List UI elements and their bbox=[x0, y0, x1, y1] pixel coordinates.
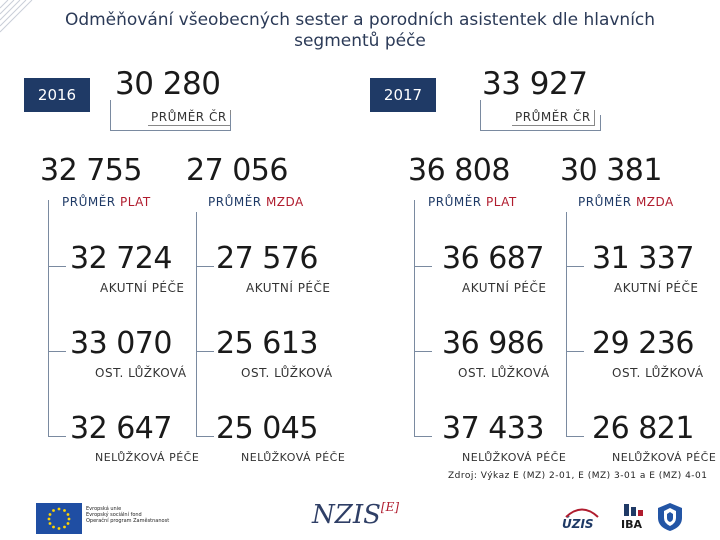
plat-seg-value-2017-nel: 37 433 bbox=[442, 411, 544, 446]
mzda-seg-value-2017-akutni: 31 337 bbox=[592, 241, 694, 276]
plat-value-2016: 32 755 bbox=[40, 153, 142, 188]
year-badge-2016: 2016 bbox=[24, 78, 90, 112]
university-seal-icon bbox=[658, 503, 682, 531]
tree-branch-plat-2016-2 bbox=[48, 351, 66, 352]
uzis-arc-icon bbox=[565, 508, 599, 518]
mzda-seg-label-2017-akutni: AKUTNÍ PÉČE bbox=[614, 281, 699, 295]
eu-flag-icon bbox=[36, 503, 82, 534]
tree-branch-mzda-2017-3 bbox=[566, 436, 584, 437]
mzda-seg-label-2016-ost: OST. LŮŽKOVÁ bbox=[241, 366, 333, 380]
mzda-seg-label-2016-nel: NELŮŽKOVÁ PÉČE bbox=[241, 451, 346, 464]
footer: Evropská unie Evropský sociální fond Ope… bbox=[0, 488, 720, 540]
iba-logo: IBA bbox=[620, 502, 650, 534]
mzda-seg-label-2017-ost: OST. LŮŽKOVÁ bbox=[612, 366, 704, 380]
tree-line-plat-2017 bbox=[414, 200, 415, 436]
total-label-2016: PRŮMĚR ČR bbox=[148, 110, 231, 126]
plat-value-2017: 36 808 bbox=[408, 153, 510, 188]
tree-branch-plat-2017-2 bbox=[414, 351, 432, 352]
total-label-2017: PRŮMĚR ČR bbox=[512, 110, 595, 126]
plat-seg-label-2017-ost: OST. LŮŽKOVÁ bbox=[458, 366, 550, 380]
page-title: Odměňování všeobecných sester a porodníc… bbox=[64, 10, 656, 51]
mzda-seg-value-2016-akutni: 27 576 bbox=[216, 241, 318, 276]
iba-mark-icon bbox=[624, 504, 643, 516]
connector-total-h-2016 bbox=[110, 130, 230, 131]
mzda-value-2017: 30 381 bbox=[560, 153, 662, 188]
connector-total-r-2017 bbox=[600, 115, 601, 131]
mzda-label-prefix-2017: PRŮMĚR bbox=[578, 195, 636, 209]
mzda-value-2016: 27 056 bbox=[186, 153, 288, 188]
plat-seg-label-2016-nel: NELŮŽKOVÁ PÉČE bbox=[95, 451, 200, 464]
plat-label-prefix-2016: PRŮMĚR bbox=[62, 195, 120, 209]
plat-label-word-2017: PLAT bbox=[485, 195, 517, 209]
tree-branch-plat-2017-3 bbox=[414, 436, 432, 437]
plat-seg-label-2017-akutni: AKUTNÍ PÉČE bbox=[462, 281, 547, 295]
tree-branch-mzda-2017-2 bbox=[566, 351, 584, 352]
mzda-label-word-2017: MZDA bbox=[635, 195, 674, 209]
tree-branch-mzda-2017-1 bbox=[566, 266, 584, 267]
year-badge-2017: 2017 bbox=[370, 78, 436, 112]
tree-branch-mzda-2016-3 bbox=[196, 436, 214, 437]
total-2017: 33 927 bbox=[482, 66, 588, 102]
mzda-seg-value-2017-nel: 26 821 bbox=[592, 411, 694, 446]
corner-stripes bbox=[0, 0, 33, 33]
eu-stars-icon bbox=[47, 507, 71, 530]
mzda-seg-value-2016-nel: 25 045 bbox=[216, 411, 318, 446]
plat-seg-value-2017-ost: 36 986 bbox=[442, 326, 544, 361]
tree-line-mzda-2016 bbox=[196, 212, 197, 436]
nzis-logo-text: NZIS bbox=[312, 500, 381, 530]
plat-seg-value-2017-akutni: 36 687 bbox=[442, 241, 544, 276]
eu-text: Evropská unie Evropský sociální fond Ope… bbox=[86, 506, 196, 524]
connector-total-2016 bbox=[110, 100, 111, 130]
source-note: Zdroj: Výkaz E (MZ) 2-01, E (MZ) 3-01 a … bbox=[448, 471, 708, 481]
tree-branch-plat-2016-1 bbox=[48, 266, 66, 267]
mzda-seg-value-2016-ost: 25 613 bbox=[216, 326, 318, 361]
tree-branch-plat-2016-3 bbox=[48, 436, 66, 437]
mzda-label-2017: PRŮMĚR MZDA bbox=[578, 195, 674, 209]
mzda-seg-label-2016-akutni: AKUTNÍ PÉČE bbox=[246, 281, 331, 295]
nzis-logo: NZIS[E] bbox=[312, 500, 399, 530]
eu-text-line-1: Evropská unie bbox=[86, 506, 122, 512]
nzis-logo-sup: [E] bbox=[380, 500, 400, 514]
plat-label-2016: PRŮMĚR PLAT bbox=[62, 195, 151, 209]
total-2016: 30 280 bbox=[115, 66, 221, 102]
mzda-label-2016: PRŮMĚR MZDA bbox=[208, 195, 304, 209]
iba-logo-text: IBA bbox=[621, 518, 642, 531]
plat-seg-label-2016-ost: OST. LŮŽKOVÁ bbox=[95, 366, 187, 380]
uzis-logo-text: ÚZIS bbox=[562, 517, 594, 531]
plat-label-prefix-2017: PRŮMĚR bbox=[428, 195, 486, 209]
eu-text-line-3: Operační program Zaměstnanost bbox=[86, 518, 170, 524]
tree-branch-mzda-2016-2 bbox=[196, 351, 214, 352]
eu-text-line-2: Evropský sociální fond bbox=[86, 512, 142, 518]
connector-total-2017 bbox=[480, 100, 481, 130]
mzda-seg-value-2017-ost: 29 236 bbox=[592, 326, 694, 361]
connector-total-r-2016 bbox=[230, 115, 231, 131]
tree-line-mzda-2017 bbox=[566, 212, 567, 436]
plat-seg-value-2016-nel: 32 647 bbox=[70, 411, 172, 446]
tree-branch-mzda-2016-1 bbox=[196, 266, 214, 267]
mzda-seg-label-2017-nel: NELŮŽKOVÁ PÉČE bbox=[612, 451, 717, 464]
connector-total-h-2017 bbox=[480, 130, 600, 131]
mzda-label-prefix-2016: PRŮMĚR bbox=[208, 195, 266, 209]
plat-seg-value-2016-ost: 33 070 bbox=[70, 326, 172, 361]
tree-line-plat-2016 bbox=[48, 200, 49, 436]
mzda-label-word-2016: MZDA bbox=[265, 195, 304, 209]
plat-label-word-2016: PLAT bbox=[119, 195, 151, 209]
tree-branch-plat-2017-1 bbox=[414, 266, 432, 267]
plat-seg-label-2017-nel: NELŮŽKOVÁ PÉČE bbox=[462, 451, 567, 464]
plat-seg-label-2016-akutni: AKUTNÍ PÉČE bbox=[100, 281, 185, 295]
uzis-logo: ÚZIS bbox=[560, 506, 604, 534]
plat-seg-value-2016-akutni: 32 724 bbox=[70, 241, 172, 276]
plat-label-2017: PRŮMĚR PLAT bbox=[428, 195, 517, 209]
